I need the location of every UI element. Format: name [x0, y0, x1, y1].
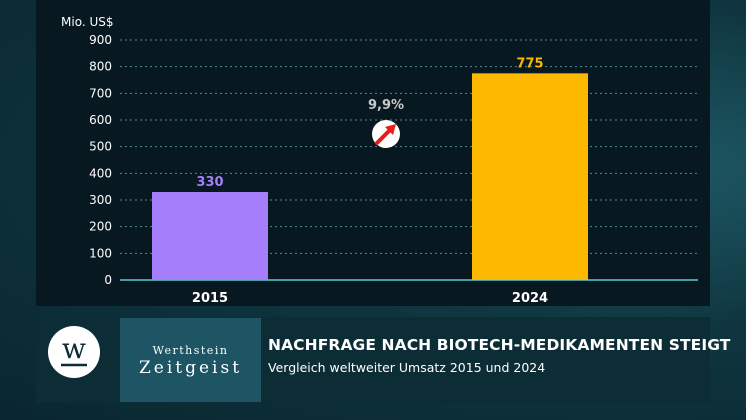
x-tick-label-2024: 2024: [512, 291, 548, 306]
y-tick-label: 200: [89, 220, 112, 234]
caption-title: NACHFRAGE NACH BIOTECH-MEDIKAMENTEN STEI…: [268, 336, 731, 354]
y-tick-label: 100: [89, 246, 112, 260]
data-label-2015: 330: [196, 175, 223, 190]
svg-text:w: w: [62, 335, 86, 365]
data-label-2024: 775: [516, 56, 543, 71]
logo-w-icon: w: [61, 335, 87, 367]
brand-logo: w: [48, 326, 100, 378]
arrow-up-right-icon: [372, 120, 400, 148]
growth-annotation-label: 9,9%: [368, 98, 404, 113]
y-tick-label: 800: [89, 60, 112, 74]
y-tick-label: 0: [104, 273, 112, 287]
brand-name-line1: Werthstein: [152, 344, 229, 357]
bar-2015: [152, 192, 268, 280]
brand-name-line2: Zeitgeist: [138, 358, 243, 378]
y-tick-label: 400: [89, 166, 112, 180]
caption-subtitle: Vergleich weltweiter Umsatz 2015 und 202…: [268, 360, 546, 375]
y-tick-label: 900: [89, 33, 112, 47]
y-tick-label: 300: [89, 193, 112, 207]
chart-panel: Mio. US$ 0 100 200 300 400 500 600 700 800 900 33…: [36, 0, 710, 306]
bar-chart: Mio. US$ 0 100 200 300 400 500 600 700 800 900 33…: [61, 15, 698, 306]
y-tick-label: 500: [89, 140, 112, 154]
brand-name-box: Werthstein Zeitgeist: [120, 318, 261, 402]
y-tick-label: 600: [89, 113, 112, 127]
y-axis-label: Mio. US$: [61, 15, 113, 29]
bar-2024: [472, 73, 588, 280]
x-tick-label-2015: 2015: [192, 291, 228, 306]
y-tick-label: 700: [89, 86, 112, 100]
